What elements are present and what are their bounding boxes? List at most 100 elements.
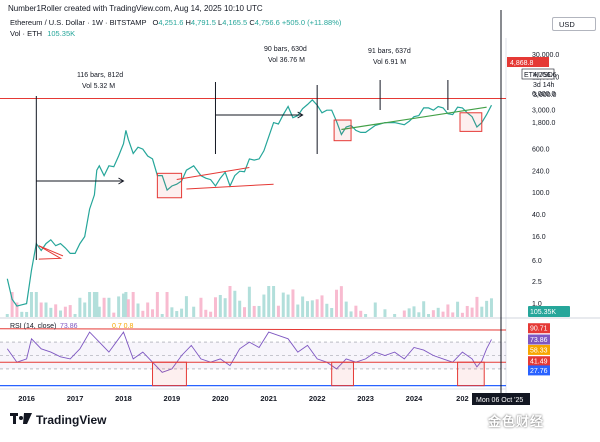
low-label: L [218, 18, 223, 27]
highlight-box-2019[interactable] [156, 172, 183, 199]
volume-bar [291, 289, 295, 317]
volume-bar [344, 301, 348, 317]
volume-bar [320, 295, 324, 317]
volume-bar [301, 296, 305, 317]
price-series [6, 99, 493, 307]
crosshair-date: Mon 06 Oct '25 [476, 397, 523, 404]
high-value: 4,791.5 [190, 18, 216, 27]
low-value: 4,165.5 [222, 18, 248, 27]
volume-bar [335, 289, 339, 317]
measure-label-1: 116 bars, 812d [77, 72, 123, 79]
highlight-box-2022[interactable] [333, 119, 352, 142]
volume-bar [441, 311, 445, 317]
price-tick-label: 40.0 [532, 212, 546, 219]
volume-bar [315, 299, 319, 317]
time-tick-label: 2016 [18, 394, 35, 403]
green-trendline[interactable] [341, 106, 487, 131]
resistance-tag-bg [507, 57, 549, 67]
rsi-level-tag: 90.71 [530, 326, 548, 333]
high-label: H [185, 18, 191, 27]
volume-bar [184, 296, 188, 317]
volume-bar [431, 310, 435, 317]
volume-bar [407, 308, 411, 317]
rsi-level-tag-bg [528, 323, 550, 334]
volume-bar [155, 292, 159, 317]
volume-bar [209, 311, 213, 317]
volume-bar [422, 301, 426, 317]
volume-bar [160, 314, 164, 317]
price-tick-label: 16.0 [532, 234, 546, 241]
open-value: 4,251.6 [158, 18, 184, 27]
volume-bar [252, 305, 256, 317]
volume-bar [199, 297, 203, 317]
volume-bar [310, 300, 314, 317]
symbol-title[interactable]: Ethereum / U.S. Dollar · 1W · BITSTAMP [10, 18, 147, 27]
volume-bar [267, 286, 271, 317]
measure-1-arrow [118, 177, 125, 185]
pennant-2019-top[interactable] [176, 167, 250, 181]
close-label: C [249, 18, 255, 27]
price-tick-label: 600.0 [532, 147, 550, 154]
rsi-level-tag: 41.49 [530, 359, 548, 366]
price-tick-label: 2.5 [532, 279, 542, 286]
volume-bar [180, 308, 184, 317]
pennant-2016-top[interactable] [38, 245, 64, 257]
volume-bar [88, 292, 92, 317]
crosshair-date-bg [472, 393, 530, 405]
rsi-pane [0, 328, 507, 387]
volume-bar [364, 314, 368, 317]
rsi-level-tag-bg [528, 334, 550, 345]
volume-label[interactable]: Vol · ETH [10, 29, 43, 38]
tradingview-logo[interactable]: TradingView [10, 413, 106, 427]
volume-bar [451, 312, 455, 317]
measure-vol-1: Vol 5.32 M [82, 83, 115, 90]
volume-bar [480, 306, 484, 317]
volume-bar [485, 300, 489, 317]
rsi-box-2019[interactable] [152, 361, 187, 387]
volume-bar [92, 292, 96, 317]
pennant-2016[interactable] [38, 245, 63, 260]
highlight-box-2025[interactable] [459, 112, 483, 132]
volume-bar [126, 299, 130, 317]
drawing-tools[interactable] [0, 80, 506, 260]
volume-bar [325, 303, 329, 317]
time-tick-label: 2023 [357, 394, 374, 403]
volume-bars [5, 286, 493, 317]
rsi-line [6, 331, 492, 373]
rsi-box-2025[interactable] [457, 361, 485, 387]
rsi-box-2022[interactable] [331, 361, 354, 387]
volume-bar [95, 292, 99, 317]
currency-button[interactable]: USD [552, 17, 596, 31]
volume-bar [63, 306, 67, 317]
volume-bar [286, 294, 290, 317]
pennant-2019-bottom[interactable] [186, 183, 274, 190]
time-tick-label: 2020 [212, 394, 229, 403]
resistance-tag: 4,868.8 [510, 60, 533, 67]
volume-bar [417, 312, 421, 317]
volume-bar [54, 304, 58, 317]
volume-bar [20, 311, 24, 317]
price-line [6, 99, 493, 307]
change-value: +505.0 (+11.88%) [281, 18, 342, 27]
volume-bar [470, 307, 474, 317]
volume-bar [276, 305, 280, 317]
volume-bar [29, 292, 33, 317]
time-axis-ticks: 2016 2017 2018 2019 2020 2021 2022 2023 2024 202 [18, 394, 468, 403]
rsi-level-tag: 58.33 [530, 347, 548, 354]
rsi-title[interactable]: RSI (14, close) [10, 323, 56, 330]
volume-bar [349, 311, 353, 317]
volume-bar [34, 292, 38, 317]
volume-bar [39, 302, 43, 317]
volume-bar [136, 303, 140, 317]
price-tick-label: 100.0 [532, 190, 550, 197]
price-tick-label: 30,000.0 [532, 52, 559, 59]
measure-2-arrow [297, 111, 304, 119]
volume-bar [243, 307, 247, 317]
volume-bar [305, 301, 309, 317]
measure-vol-3: Vol 6.91 M [373, 59, 406, 66]
volume-bar [83, 302, 87, 317]
rsi-level-tag: 27.76 [530, 368, 548, 375]
price-tick-label: 1.0 [532, 301, 542, 308]
rsi-resistance-line[interactable] [0, 328, 507, 331]
